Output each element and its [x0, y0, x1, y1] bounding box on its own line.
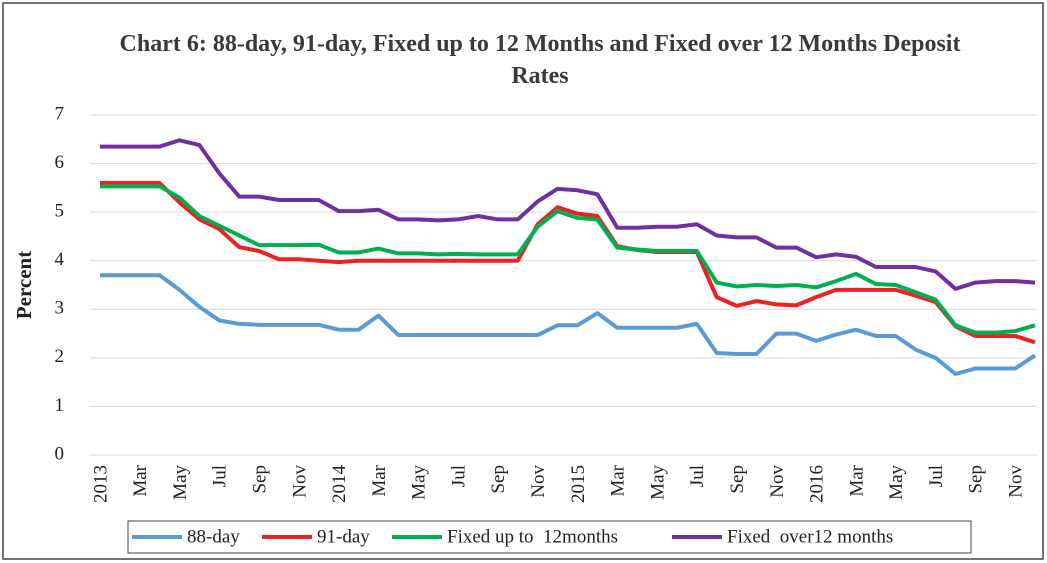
series-line	[99, 138, 1036, 291]
x-tick-label: Jul	[926, 465, 947, 487]
y-tick-label: 7	[55, 103, 65, 124]
x-tick-label: Jul	[210, 465, 231, 487]
x-tick-label: Nov	[767, 465, 788, 498]
x-tick-label: Nov	[528, 465, 549, 498]
series-line	[99, 181, 1036, 345]
x-tick-label: Sep	[966, 465, 987, 494]
x-tick-label: Sep	[727, 465, 748, 494]
x-tick-label: 2016	[807, 465, 828, 503]
x-tick-label: May	[409, 465, 430, 500]
x-tick-label: 2014	[329, 465, 350, 504]
x-tick-label: Nov	[289, 465, 310, 498]
chart-title: Chart 6: 88-day, 91-day, Fixed up to 12 …	[119, 31, 961, 89]
x-tick-label: Sep	[488, 465, 509, 494]
y-tick-label: 1	[55, 395, 65, 416]
legend-label: Fixed over12 months	[727, 526, 893, 547]
y-tick-label: 6	[55, 152, 65, 173]
y-tick-label: 4	[55, 249, 65, 270]
y-tick-label: 5	[55, 201, 65, 222]
x-tick-label: 2013	[90, 465, 111, 503]
x-tick-label: Mar	[846, 464, 867, 496]
x-tick-label: 2015	[568, 465, 589, 503]
x-tick-label: Jul	[687, 465, 708, 487]
y-tick-label: 2	[55, 346, 65, 367]
x-tick-label: May	[647, 465, 668, 500]
x-tick-label: Mar	[369, 464, 390, 496]
y-tick-label: 0	[55, 443, 65, 464]
x-tick-label: Jul	[448, 465, 469, 487]
x-tick-label: May	[886, 465, 907, 500]
series-line	[99, 273, 1037, 376]
x-tick-label: Mar	[130, 464, 151, 496]
x-tick-label: May	[170, 465, 191, 500]
series-line	[99, 184, 1036, 335]
legend-label: 91-day	[317, 526, 370, 547]
x-tick-label: Nov	[1006, 465, 1027, 498]
legend-label: 88-day	[187, 526, 240, 547]
legend-label: Fixed up to 12months	[447, 526, 618, 547]
x-tick-label: Mar	[608, 464, 629, 496]
x-tick-label: Sep	[249, 465, 270, 494]
y-tick-label: 3	[55, 298, 65, 319]
y-axis-label: Percent	[12, 251, 36, 319]
